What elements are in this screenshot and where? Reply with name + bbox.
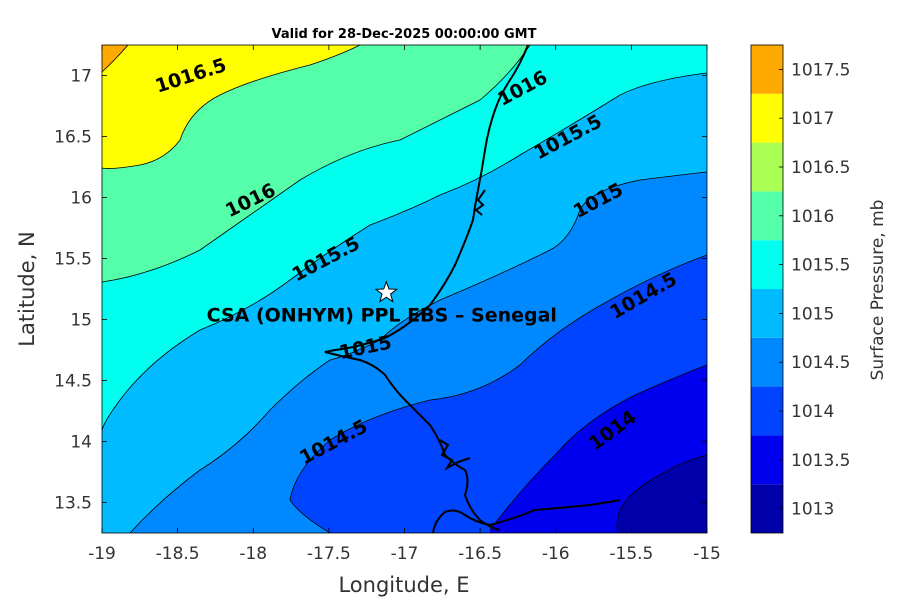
x-tick-label: -15: [693, 544, 721, 564]
coastline-path: [324, 45, 529, 531]
contour-line-1016: [102, 72, 707, 431]
x-tick-label: -16.5: [458, 544, 502, 564]
contour-line-1015: [129, 171, 707, 533]
contour-lines: [102, 45, 707, 533]
colorbar-tick-label: 1016: [791, 207, 834, 227]
contour-line-1014-5: [289, 254, 707, 533]
y-tick-label: 15: [70, 311, 92, 331]
y-tick-label: 14.5: [54, 372, 92, 392]
site-marker: CSA (ONHYM) PPL EBS – Senegal: [207, 280, 557, 327]
contour-line-1016-b: [102, 45, 531, 283]
colorbar-swatch: [751, 289, 783, 338]
y-axis: 13.5 14 14.5 15 15.5 16 16.5 17: [54, 67, 707, 514]
site-label: CSA (ONHYM) PPL EBS – Senegal: [207, 305, 557, 327]
colorbar-tick-label: 1015.5: [791, 256, 850, 276]
border-south: [432, 499, 621, 533]
colorbar-tick-label: 1016.5: [791, 158, 850, 178]
colorbar-label: Surface Pressure, mb: [868, 200, 888, 381]
y-axis-label: Latitude, N: [15, 231, 39, 347]
y-tick-label: 13.5: [54, 494, 92, 514]
band-1017: [102, 45, 360, 169]
x-tick-label: -18: [239, 544, 267, 564]
chart-title: Valid for 28-Dec-2025 00:00:00 GMT: [272, 27, 537, 42]
colorbar-tick-label: 1015: [791, 304, 834, 324]
colorbar: 1013 1013.5 1014 1014.5 1015 1015.5 1016 1016.5…: [750, 44, 850, 534]
x-tick-label: -15.5: [609, 544, 653, 564]
coastline-inlet: [474, 189, 486, 216]
contour-line-1014: [489, 364, 707, 531]
x-axis-label: Longitude, E: [338, 573, 469, 597]
colorbar-tick-label: 1017.5: [791, 60, 850, 80]
band-1016: [102, 45, 530, 282]
colorbar-swatch: [751, 93, 783, 143]
colorbar-swatch: [751, 191, 783, 241]
colorbar-swatch: [751, 240, 783, 289]
star-marker-icon: [374, 280, 399, 303]
colorbar-swatch: [751, 386, 783, 436]
colorbar-swatch: [751, 484, 783, 533]
x-tick-label: -19: [88, 544, 116, 564]
border-river: [439, 439, 471, 471]
y-tick-label: 17: [70, 67, 92, 87]
colorbar-swatch: [751, 142, 783, 192]
y-tick-label: 16.5: [54, 128, 92, 148]
coastline: [324, 45, 621, 533]
contour-line-1017: [102, 45, 129, 73]
band-1013: [616, 455, 707, 533]
y-tick-label: 14: [70, 433, 92, 453]
colorbar-tick-label: 1013: [791, 500, 834, 520]
contour-fill-group: [102, 45, 707, 533]
colorbar-swatch: [751, 45, 783, 94]
x-tick-label: -17: [391, 544, 419, 564]
x-axis: -19 -18.5 -18 -17.5 -17 -16.5 -16 -15.5 -15: [88, 45, 721, 564]
x-tick-label: -16: [542, 544, 570, 564]
colorbar-tick-label: 1013.5: [791, 451, 850, 471]
colorbar-frame: [750, 44, 784, 534]
contour-line-1013-5: [616, 454, 707, 533]
y-tick-label: 15.5: [54, 250, 92, 270]
colorbar-tick-label: 1017: [791, 109, 834, 129]
x-tick-label: -17.5: [307, 544, 351, 564]
colorbar-swatch: [751, 435, 783, 485]
y-tick-label: 16: [70, 189, 92, 209]
contour-line-1016-5: [102, 45, 361, 169]
colorbar-tick-label: 1014: [791, 402, 834, 422]
colorbar-swatch: [751, 337, 783, 387]
colorbar-tick-label: 1014.5: [791, 353, 850, 373]
x-tick-label: -18.5: [156, 544, 200, 564]
